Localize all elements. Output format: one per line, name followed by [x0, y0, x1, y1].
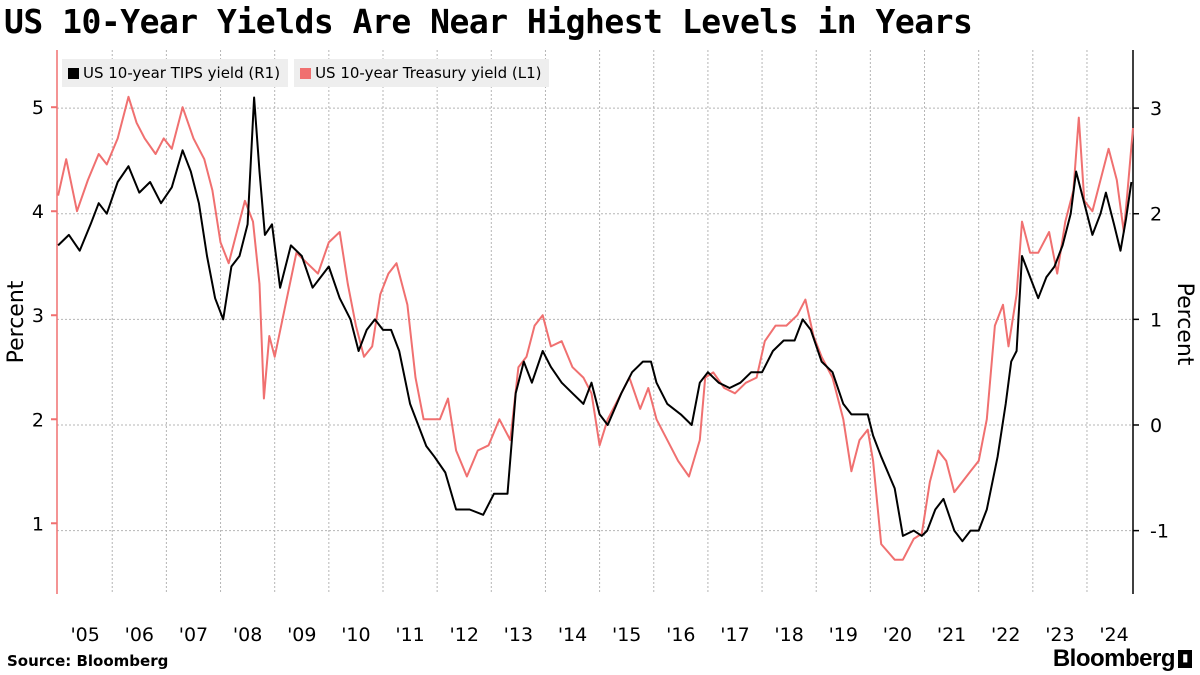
right-tick-label: 3 — [1150, 98, 1162, 120]
x-tick-label: '22 — [991, 624, 1020, 646]
x-tick-label: '18 — [774, 624, 803, 646]
x-tick-label: '23 — [1045, 624, 1074, 646]
x-tick-label: '17 — [720, 624, 749, 646]
x-tick-label: '07 — [179, 624, 208, 646]
series-line-treasury — [57, 95, 1134, 561]
left-tick-label: 4 — [32, 201, 44, 223]
legend-item-treasury: US 10-year Treasury yield (L1) — [294, 59, 550, 87]
legend: US 10-year TIPS yield (R1) US 10-year Tr… — [62, 59, 555, 87]
legend-label-treasury: US 10-year Treasury yield (L1) — [315, 64, 542, 82]
right-axis-title: Percent — [1172, 283, 1197, 366]
right-tick-label: -1 — [1150, 521, 1169, 543]
x-tick-label: '11 — [395, 624, 424, 646]
left-tick-label: 1 — [32, 513, 44, 535]
chart-title: US 10-Year Yields Are Near Highest Level… — [4, 2, 973, 41]
x-tick-label: '19 — [829, 624, 858, 646]
x-tick-label: '12 — [450, 624, 479, 646]
x-tick-label: '13 — [504, 624, 533, 646]
left-tick-label: 2 — [32, 409, 44, 431]
legend-swatch-treasury — [300, 67, 312, 79]
series-layer — [57, 95, 1134, 561]
right-tick-label: 1 — [1150, 309, 1162, 331]
x-tick-label: '05 — [70, 624, 99, 646]
x-tick-label: '14 — [558, 624, 587, 646]
left-tick-label: 5 — [32, 97, 44, 119]
x-tick-label: '06 — [125, 624, 154, 646]
legend-swatch-tips — [68, 67, 79, 79]
left-axis-title: Percent — [4, 280, 29, 363]
x-tick-label: '20 — [883, 624, 912, 646]
brand-name: Bloomberg — [1052, 645, 1176, 672]
x-tick-label: '21 — [937, 624, 966, 646]
source-note: Source: Bloomberg — [7, 652, 169, 670]
left-tick-label: 3 — [32, 305, 44, 327]
x-tick-label: '09 — [287, 624, 316, 646]
grid-lines — [57, 50, 1133, 594]
legend-item-tips: US 10-year TIPS yield (R1) — [62, 59, 289, 87]
bloomberg-terminal-icon: ▮ — [1178, 650, 1192, 668]
axes: '05 '06 '07 '08 '09 '10 '11 '12 '13 '14 '15 '16 '17 '… — [32, 50, 1169, 646]
series-line-tips — [57, 96, 1133, 543]
x-tick-label: '08 — [233, 624, 262, 646]
x-tick-label: '16 — [666, 624, 695, 646]
x-tick-label: '24 — [1099, 624, 1128, 646]
right-tick-label: 0 — [1150, 415, 1162, 437]
legend-label-tips: US 10-year TIPS yield (R1) — [83, 64, 281, 82]
right-tick-label: 2 — [1150, 204, 1162, 226]
x-tick-label: '10 — [341, 624, 370, 646]
brand-logo: Bloomberg ▮ — [1053, 645, 1192, 673]
x-tick-label: '15 — [612, 624, 641, 646]
